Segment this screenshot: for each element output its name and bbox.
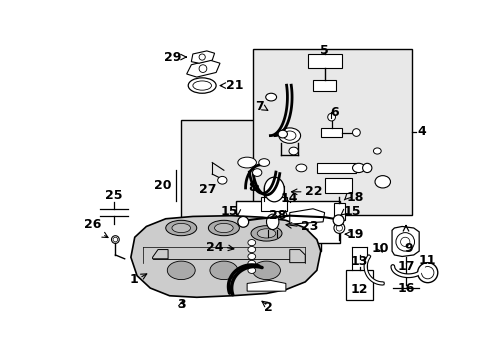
Text: 23: 23 <box>301 220 318 233</box>
Ellipse shape <box>332 215 343 226</box>
Bar <box>346 270 372 300</box>
Text: 9: 9 <box>403 242 412 255</box>
Ellipse shape <box>421 266 433 279</box>
Bar <box>316 163 355 173</box>
Text: 21: 21 <box>226 79 243 92</box>
Ellipse shape <box>217 176 226 184</box>
Ellipse shape <box>247 267 255 274</box>
Text: 6: 6 <box>330 106 338 119</box>
Ellipse shape <box>327 113 335 121</box>
Polygon shape <box>289 249 305 263</box>
Text: 14: 14 <box>281 192 298 205</box>
Ellipse shape <box>199 54 205 60</box>
Text: 19: 19 <box>346 228 363 240</box>
Bar <box>239 236 264 278</box>
Text: 24: 24 <box>206 241 224 254</box>
Text: 25: 25 <box>105 189 122 202</box>
Polygon shape <box>391 226 418 256</box>
Bar <box>235 201 340 243</box>
Text: 10: 10 <box>371 242 388 255</box>
Ellipse shape <box>374 176 390 188</box>
Ellipse shape <box>295 164 306 172</box>
Polygon shape <box>131 216 320 297</box>
Bar <box>333 203 344 220</box>
Ellipse shape <box>167 261 195 280</box>
Text: 20: 20 <box>153 179 171 192</box>
Ellipse shape <box>258 159 269 166</box>
Ellipse shape <box>247 260 255 266</box>
Bar <box>324 178 351 193</box>
Text: 27: 27 <box>198 183 216 196</box>
Text: 26: 26 <box>84 218 101 231</box>
Ellipse shape <box>188 78 216 93</box>
Text: 8: 8 <box>247 181 256 194</box>
Ellipse shape <box>192 81 211 90</box>
Text: 16: 16 <box>397 282 414 294</box>
Ellipse shape <box>111 236 119 243</box>
Ellipse shape <box>417 263 437 283</box>
Text: 15: 15 <box>220 204 237 217</box>
Text: 17: 17 <box>396 260 414 273</box>
Bar <box>261 197 287 211</box>
Ellipse shape <box>247 239 255 246</box>
Ellipse shape <box>265 93 276 101</box>
Ellipse shape <box>362 163 371 172</box>
Bar <box>181 120 320 251</box>
Polygon shape <box>152 249 168 259</box>
Ellipse shape <box>257 229 275 238</box>
Bar <box>320 128 342 137</box>
Text: 7: 7 <box>255 100 264 113</box>
Text: 5: 5 <box>320 44 328 57</box>
Ellipse shape <box>352 163 364 172</box>
Ellipse shape <box>352 129 360 136</box>
Bar <box>312 80 336 91</box>
Ellipse shape <box>208 220 239 236</box>
Ellipse shape <box>199 65 206 72</box>
Ellipse shape <box>252 261 280 280</box>
Ellipse shape <box>165 220 196 236</box>
Polygon shape <box>191 51 214 63</box>
Text: 11: 11 <box>418 254 436 267</box>
Text: 29: 29 <box>163 50 181 64</box>
Ellipse shape <box>209 261 237 280</box>
Ellipse shape <box>395 233 414 251</box>
Ellipse shape <box>252 169 261 176</box>
Ellipse shape <box>336 225 342 231</box>
Ellipse shape <box>237 157 256 168</box>
Bar <box>253 49 411 215</box>
Polygon shape <box>246 280 285 291</box>
Text: 12: 12 <box>350 283 367 296</box>
Ellipse shape <box>373 148 381 154</box>
Text: 3: 3 <box>177 298 185 311</box>
Ellipse shape <box>250 226 282 241</box>
Text: 4: 4 <box>417 125 426 138</box>
Text: 18: 18 <box>346 191 363 204</box>
Text: 22: 22 <box>305 185 322 198</box>
Polygon shape <box>186 60 220 77</box>
Ellipse shape <box>333 222 344 233</box>
Ellipse shape <box>172 223 190 233</box>
Ellipse shape <box>113 237 118 242</box>
Ellipse shape <box>278 128 300 143</box>
Polygon shape <box>289 209 324 224</box>
Ellipse shape <box>278 130 287 138</box>
Text: 1: 1 <box>130 273 138 286</box>
Ellipse shape <box>247 253 255 260</box>
Text: 15: 15 <box>343 204 361 217</box>
Bar <box>307 54 342 68</box>
Ellipse shape <box>283 131 295 140</box>
Ellipse shape <box>264 177 284 202</box>
Ellipse shape <box>288 147 298 155</box>
Ellipse shape <box>400 237 409 247</box>
Text: 28: 28 <box>268 209 285 222</box>
Text: 13: 13 <box>350 255 367 267</box>
Ellipse shape <box>266 214 278 230</box>
Ellipse shape <box>237 216 248 227</box>
Ellipse shape <box>214 223 233 233</box>
Text: 2: 2 <box>264 301 273 314</box>
Ellipse shape <box>247 247 255 253</box>
